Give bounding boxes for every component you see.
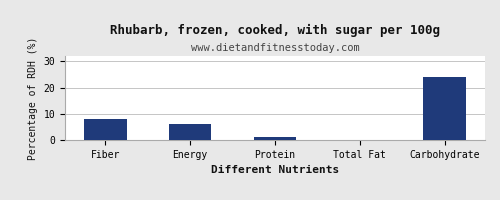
Title: Rhubarb, frozen, cooked, with sugar per 100g: Rhubarb, frozen, cooked, with sugar per … — [110, 24, 440, 37]
Bar — [424, 77, 466, 140]
Y-axis label: Percentage of RDH (%): Percentage of RDH (%) — [28, 36, 38, 160]
Bar — [84, 119, 126, 140]
Bar — [169, 124, 212, 140]
Bar — [254, 137, 296, 140]
X-axis label: Different Nutrients: Different Nutrients — [211, 165, 339, 175]
Text: www.dietandfitnesstoday.com: www.dietandfitnesstoday.com — [190, 43, 360, 53]
